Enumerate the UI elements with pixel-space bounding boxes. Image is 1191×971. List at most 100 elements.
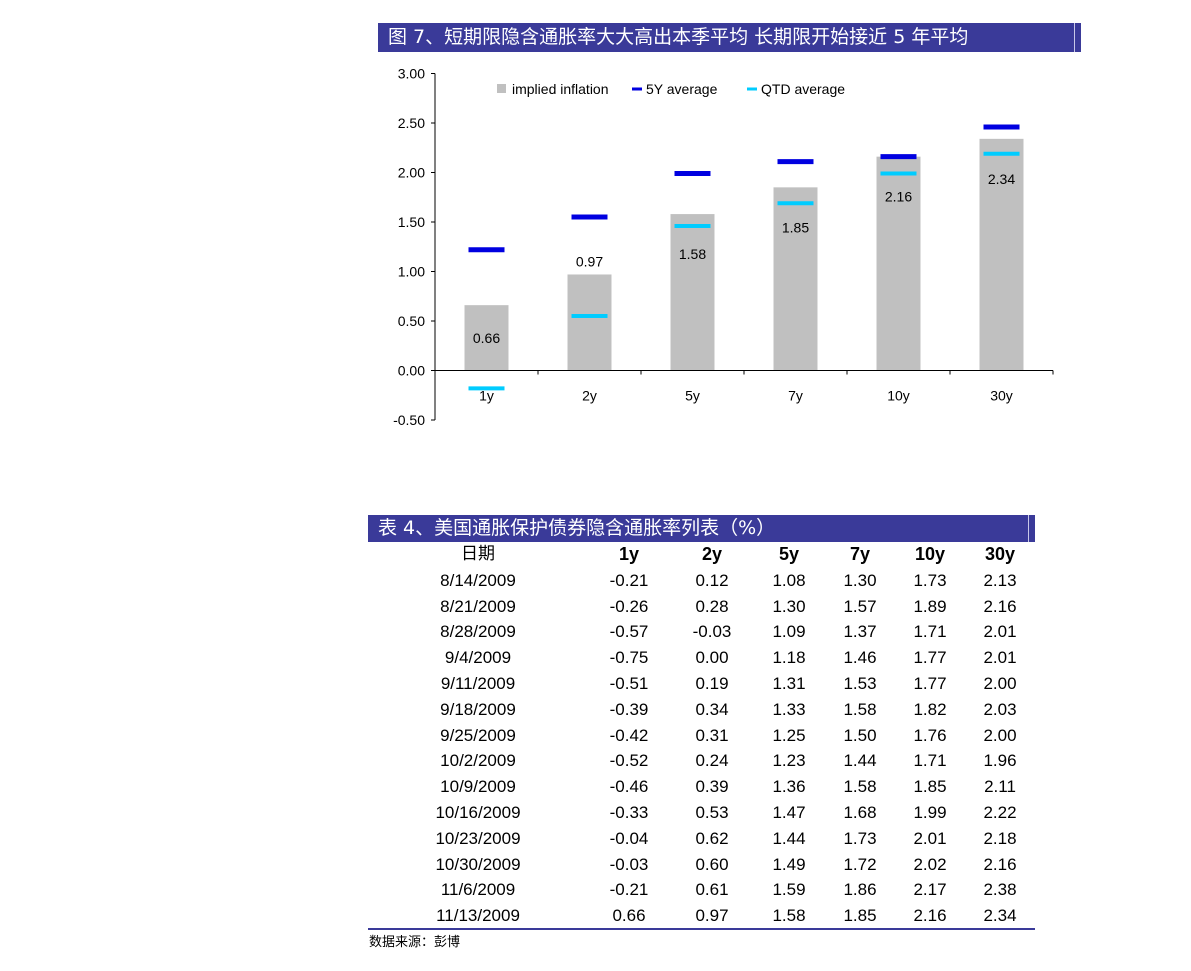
table-cell-value: 0.31 bbox=[695, 725, 729, 745]
legend-label-5y-average: 5Y average bbox=[646, 81, 718, 97]
table-cell-value: 1.96 bbox=[983, 751, 1017, 771]
y-tick-label: 1.00 bbox=[398, 264, 425, 280]
table-cell-value: 2.03 bbox=[983, 699, 1017, 719]
table-cell-value: 0.28 bbox=[695, 596, 729, 616]
header-5y: 5y bbox=[778, 544, 800, 564]
x-tick-label: 1y bbox=[479, 388, 494, 404]
title-bar-divider bbox=[1028, 515, 1029, 542]
table-cell-value: -0.42 bbox=[609, 725, 649, 745]
table-cell-value: 2.16 bbox=[983, 596, 1017, 616]
table-row: 8/28/2009 -0.57 -0.03 1.09 1.37 1.71 2.01 bbox=[368, 619, 1035, 645]
table-row: 9/18/2009 -0.39 0.34 1.33 1.58 1.82 2.03 bbox=[368, 697, 1035, 723]
table-cell-value: 1.31 bbox=[772, 673, 806, 693]
table-cell-value: -0.57 bbox=[609, 622, 649, 642]
table-row: 8/14/2009 -0.21 0.12 1.08 1.30 1.73 2.13 bbox=[368, 568, 1035, 594]
header-7y: 7y bbox=[849, 544, 871, 564]
table-cell-value: 2.01 bbox=[983, 648, 1017, 668]
table-cell-value: 0.39 bbox=[695, 777, 729, 797]
table-cell-date: 10/30/2009 bbox=[435, 854, 521, 874]
table-row: 8/21/2009 -0.26 0.28 1.30 1.57 1.89 2.16 bbox=[368, 594, 1035, 620]
table-cell-value: 1.58 bbox=[843, 699, 877, 719]
table-cell-date: 11/13/2009 bbox=[436, 906, 520, 926]
table-cell-value: 1.47 bbox=[772, 802, 806, 822]
table-cell-value: 0.19 bbox=[695, 673, 729, 693]
inflation-table: 日期 1y 2y 5y 7y 10y 30y 8/14/2009 -0.21 0.1… bbox=[368, 542, 1035, 929]
table-cell-date: 9/18/2009 bbox=[440, 699, 516, 719]
table-cell-value: 1.36 bbox=[772, 777, 806, 797]
table-cell-date: 8/21/2009 bbox=[440, 596, 516, 616]
table-cell-value: -0.03 bbox=[692, 622, 732, 642]
table-cell-value: 1.30 bbox=[772, 596, 806, 616]
table-row: 10/23/2009 -0.04 0.62 1.44 1.73 2.01 2.18 bbox=[368, 826, 1035, 852]
table-cell-value: 1.18 bbox=[772, 648, 806, 668]
table-cell-value: 1.82 bbox=[913, 699, 947, 719]
table-cell-date: 10/2/2009 bbox=[440, 751, 516, 771]
table-cell-value: 0.00 bbox=[695, 648, 729, 668]
table-row: 9/25/2009 -0.42 0.31 1.25 1.50 1.76 2.00 bbox=[368, 723, 1035, 749]
table-cell-value: 2.18 bbox=[983, 828, 1017, 848]
table-cell-value: 1.73 bbox=[843, 828, 877, 848]
table-cell-value: 2.11 bbox=[984, 777, 1016, 797]
y-tick-label: 2.00 bbox=[398, 165, 425, 181]
table-row: 9/11/2009 -0.51 0.19 1.31 1.53 1.77 2.00 bbox=[368, 671, 1035, 697]
table-cell-value: 1.44 bbox=[843, 751, 877, 771]
figure-title-text: 图 7、短期限隐含通胀率大大高出本季平均 长期限开始接近 5 年平均 bbox=[388, 26, 969, 48]
table-cell-value: 0.97 bbox=[695, 906, 729, 926]
bar-implied-inflation bbox=[773, 187, 818, 371]
table-cell-value: 2.02 bbox=[913, 854, 947, 874]
table-cell-value: 0.62 bbox=[695, 828, 729, 848]
data-label: 0.97 bbox=[576, 253, 603, 269]
table-cell-value: 2.16 bbox=[983, 854, 1017, 874]
legend-label-implied-inflation: implied inflation bbox=[512, 81, 609, 97]
table-row: 10/9/2009 -0.46 0.39 1.36 1.58 1.85 2.11 bbox=[368, 774, 1035, 800]
table-cell-value: 0.61 bbox=[695, 880, 729, 900]
table-cell-value: 1.23 bbox=[772, 751, 806, 771]
table-cell-date: 11/6/2009 bbox=[440, 880, 516, 900]
y-tick-label: 1.50 bbox=[398, 214, 425, 230]
table-cell-value: 2.17 bbox=[913, 880, 947, 900]
table-cell-value: 2.01 bbox=[913, 828, 947, 848]
header-2y: 2y bbox=[701, 544, 723, 564]
table-cell-value: 0.12 bbox=[695, 570, 729, 590]
data-label: 2.16 bbox=[885, 189, 912, 205]
table-cell-value: 1.59 bbox=[772, 880, 806, 900]
data-label: 1.58 bbox=[679, 246, 706, 262]
table-cell-value: -0.75 bbox=[609, 648, 649, 668]
figure-title: 图 7、短期限隐含通胀率大大高出本季平均 长期限开始接近 5 年平均 bbox=[378, 23, 1081, 52]
x-tick-label: 5y bbox=[685, 388, 700, 404]
table-cell-value: 1.71 bbox=[913, 622, 947, 642]
table-cell-value: 1.50 bbox=[843, 725, 877, 745]
table-cell-value: -0.33 bbox=[609, 802, 649, 822]
table-cell-value: 1.09 bbox=[772, 622, 806, 642]
table-cell-date: 8/14/2009 bbox=[440, 570, 516, 590]
data-source-note: 数据来源：彭博 bbox=[369, 935, 461, 950]
table-cell-date: 10/9/2009 bbox=[440, 777, 516, 797]
table-row: 10/30/2009 -0.03 0.60 1.49 1.72 2.02 2.16 bbox=[368, 852, 1035, 878]
data-label: 2.34 bbox=[988, 171, 1015, 187]
table-cell-value: 1.25 bbox=[772, 725, 806, 745]
table-cell-value: -0.21 bbox=[609, 880, 649, 900]
table-cell-value: 1.72 bbox=[843, 854, 877, 874]
bar-implied-inflation bbox=[876, 156, 921, 371]
table-cell-date: 9/11/2009 bbox=[440, 673, 516, 693]
table-cell-date: 9/25/2009 bbox=[440, 725, 516, 745]
table-cell-value: 0.53 bbox=[695, 802, 729, 822]
table-cell-value: -0.46 bbox=[609, 777, 649, 797]
table-cell-value: 1.99 bbox=[913, 802, 947, 822]
table-cell-date: 10/16/2009 bbox=[435, 802, 521, 822]
y-tick-label: 0.50 bbox=[398, 313, 425, 329]
x-tick-label: 7y bbox=[788, 388, 803, 404]
table-row: 10/2/2009 -0.52 0.24 1.23 1.44 1.71 1.96 bbox=[368, 748, 1035, 774]
bar-implied-inflation bbox=[464, 305, 509, 371]
table-title: 表 4、美国通胀保护债券隐含通胀率列表（%） bbox=[368, 515, 1035, 542]
y-tick-label: 2.50 bbox=[398, 115, 425, 131]
table-cell-value: 1.33 bbox=[772, 699, 806, 719]
table-cell-value: -0.52 bbox=[609, 751, 649, 771]
legend-swatch-implied-inflation bbox=[497, 84, 506, 93]
table-cell-value: 1.76 bbox=[913, 725, 947, 745]
table-cell-value: 1.37 bbox=[843, 622, 877, 642]
table-cell-value: 1.85 bbox=[913, 777, 947, 797]
title-bar-divider bbox=[1074, 23, 1075, 52]
table-cell-value: 1.57 bbox=[843, 596, 877, 616]
table-cell-value: 1.73 bbox=[913, 570, 947, 590]
